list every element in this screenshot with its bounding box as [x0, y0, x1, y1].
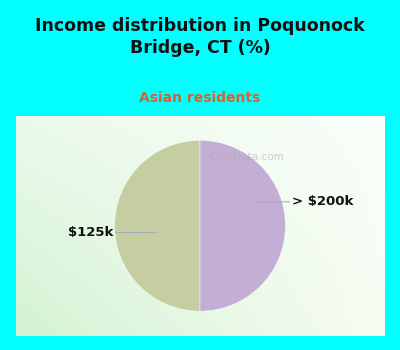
- Text: Income distribution in Poquonock
Bridge, CT (%): Income distribution in Poquonock Bridge,…: [35, 17, 365, 57]
- Wedge shape: [200, 140, 286, 311]
- Wedge shape: [114, 140, 200, 311]
- Text: > $200k: > $200k: [253, 195, 354, 208]
- Text: City-Data.com: City-Data.com: [210, 153, 284, 162]
- Text: $125k: $125k: [68, 226, 157, 239]
- Text: Asian residents: Asian residents: [139, 91, 261, 105]
